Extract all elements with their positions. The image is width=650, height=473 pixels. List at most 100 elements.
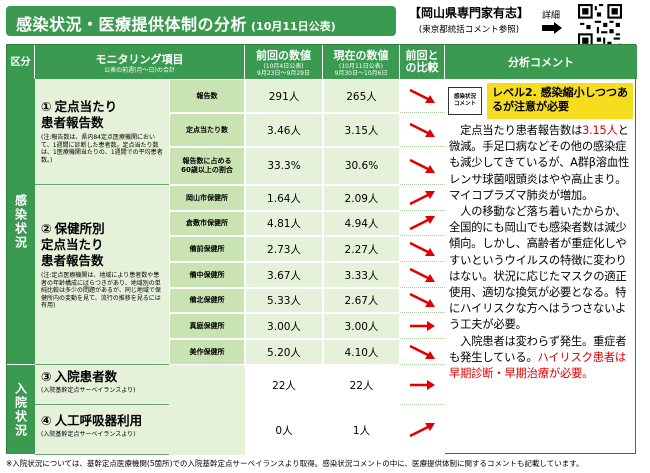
col-item-sub: 公表の前週(月～日)の合計 — [104, 66, 175, 74]
row-label: 岡山市保健所 — [169, 185, 245, 211]
col-header-kubun: 区分 — [7, 45, 35, 79]
expert-title: 【岡山県専門家有志】 — [408, 6, 529, 20]
arrow-down-right-icon — [409, 122, 435, 137]
detail-label: 詳細 — [542, 11, 561, 21]
col-header-prev: 前回の数値 (10月4日公表) 9月23日～9月29日 — [245, 45, 323, 79]
col-header-compare: 前回と の比較 — [400, 45, 445, 79]
footnote: ※入院状況については、基幹定点医療機関(5箇所)での入院基幹定点サーベイランスよ… — [6, 459, 584, 468]
curr-value: 3.00人 — [323, 313, 400, 339]
prev-value: 3.46人 — [245, 113, 323, 147]
qr-code-icon[interactable] — [578, 4, 622, 48]
prev-value: 33.3% — [245, 147, 323, 185]
comment-paragraph-1: 定点当たり患者報告数は3.15人と微減。手足口病などその他の感染症も減少してきて… — [449, 124, 630, 202]
category-title: 入院患者数 — [54, 369, 118, 384]
curr-value: 2.09人 — [323, 185, 400, 211]
prev-value: 2.73人 — [245, 236, 323, 262]
row-label: 倉敷市保健所 — [169, 211, 245, 236]
compare-cell — [400, 236, 445, 262]
expert-subtitle: (東京都統括コメント参照) — [418, 25, 520, 35]
prev-value: 22人 — [245, 365, 323, 405]
row-label: 備前保健所 — [169, 236, 245, 262]
title-box: 感染状況・医療提供体制の分析 (10月11日公表) — [6, 6, 396, 36]
compare-cell — [400, 211, 445, 236]
hospital-sub-fill — [169, 365, 245, 455]
col-curr-sub1: (10月11日公表) — [339, 63, 383, 70]
curr-value: 22人 — [323, 365, 400, 405]
level-box: レベル2. 感染縮小しつつあるが注意が必要 — [487, 83, 633, 119]
compare-cell — [400, 365, 445, 405]
curr-value: 1人 — [323, 405, 400, 455]
arrow-down-right-icon — [409, 344, 435, 359]
curr-value: 265人 — [323, 79, 400, 113]
prev-value: 0人 — [245, 405, 323, 455]
category-number: ④ — [41, 413, 52, 428]
curr-value: 4.10人 — [323, 339, 400, 365]
category-number: ② — [41, 221, 52, 236]
compare-cell — [400, 288, 445, 313]
col-prev-sub2: 9月23日～9月29日 — [257, 70, 310, 77]
col-compare-label: 前回と の比較 — [405, 49, 439, 74]
arrow-down-right-icon — [409, 267, 435, 282]
col-prev-label: 前回の数値 — [256, 49, 311, 62]
category-number: ③ — [41, 369, 52, 384]
col-item-label: モニタリング項目 — [95, 52, 184, 66]
compare-cell — [400, 313, 445, 339]
col-prev-sub1: (10月4日公表) — [263, 63, 304, 70]
row-label: 報告数 — [169, 79, 245, 113]
publish-date: (10月11日公表) — [251, 20, 336, 33]
compare-cell — [400, 147, 445, 185]
prev-value: 291人 — [245, 79, 323, 113]
col-header-item: モニタリング項目 公表の前週(月～日)の合計 — [35, 45, 245, 79]
col-curr-sub2: 9月30日～10月6日 — [334, 70, 388, 77]
category-title: 定点当たり 患者報告数 — [41, 99, 118, 130]
analysis-comment: 定点当たり患者報告数は3.15人と微減。手足口病などその他の感染症も減少してきて… — [449, 123, 637, 382]
arrow-right-icon — [410, 320, 435, 331]
category-number: ① — [41, 99, 52, 114]
arrow-down-right-icon — [409, 158, 435, 173]
curr-value: 2.27人 — [323, 236, 400, 262]
category-note: (注:定点医療機関は、地域により患者数や患者の年齢構成にばらつきがあり、地域別の… — [41, 272, 161, 309]
category-teiten: ① 定点当たり 患者報告数 (注:報告数は、県内84定点医療機関において、1週間に… — [35, 79, 169, 185]
curr-value: 2.67人 — [323, 288, 400, 313]
comment-paragraph-3: 入院患者は変わらず発生。重症者も発生している。ハイリスク患者は早期診断・早期治療… — [449, 334, 627, 381]
compare-cell — [400, 405, 445, 455]
arrow-up-right-icon — [409, 190, 435, 205]
prev-value: 3.00人 — [245, 313, 323, 339]
curr-value: 3.33人 — [323, 262, 400, 288]
row-label: 報告数に占める 60歳以上の割合 — [169, 147, 245, 185]
arrow-up-right-icon — [409, 216, 435, 231]
category-title: 保健所別 定点当たり 患者報告数 — [41, 221, 105, 268]
comment-paragraph-2: 人の移動など落ち着いたからか、全国的にも岡山でも感染者数は減少傾向。しかし、高齢… — [449, 205, 627, 332]
prev-value: 1.64人 — [245, 185, 323, 211]
compare-cell — [400, 262, 445, 288]
row-label: 備中保健所 — [169, 262, 245, 288]
curr-value: 3.15人 — [323, 113, 400, 147]
section-hospital: 入院状況 — [7, 365, 35, 455]
col-curr-label: 現在の数値 — [333, 49, 389, 62]
row-label: 真庭保健所 — [169, 313, 245, 339]
row-label: 定点当たり数 — [169, 113, 245, 147]
curr-value: 30.6% — [323, 147, 400, 185]
row-label: 備北保健所 — [169, 288, 245, 313]
header: 感染状況・医療提供体制の分析 (10月11日公表) 【岡山県専門家有志】 (東京… — [0, 0, 650, 48]
category-note: (注:報告数は、県内84定点医療機関において、1週間に診断した患者数。定点当たり… — [41, 134, 163, 164]
section-infection: 感染状況 — [7, 79, 35, 365]
category-note: (入院基幹定点サーベイランスより) — [41, 387, 136, 394]
compare-cell — [400, 339, 445, 365]
compare-cell — [400, 113, 445, 147]
arrow-right-icon — [542, 22, 562, 34]
row-label: 美作保健所 — [169, 339, 245, 365]
level-tag: 感染状況 コメント — [448, 87, 482, 115]
category-ventilator: ④ 人工呼吸器利用 (入院基幹定点サーベイランスより) — [35, 405, 169, 455]
category-inpatients: ③ 入院患者数 (入院基幹定点サーベイランスより) — [35, 365, 169, 405]
highlight-value: 3.15人 — [582, 124, 618, 137]
arrow-down-right-icon — [409, 241, 435, 256]
category-title: 人工呼吸器利用 — [54, 413, 143, 428]
prev-value: 5.20人 — [245, 339, 323, 365]
compare-cell — [400, 79, 445, 113]
category-hokenjo: ② 保健所別 定点当たり 患者報告数 (注:定点医療機関は、地域により患者数や患者… — [35, 185, 169, 365]
page-title: 感染状況・医療提供体制の分析 — [16, 15, 248, 34]
expert-group: 【岡山県専門家有志】 (東京都統括コメント参照) — [404, 4, 534, 35]
highlight-warning: ハイリスク患者は早期診断・早期治療が必要。 — [449, 350, 626, 381]
prev-value: 4.81人 — [245, 211, 323, 236]
